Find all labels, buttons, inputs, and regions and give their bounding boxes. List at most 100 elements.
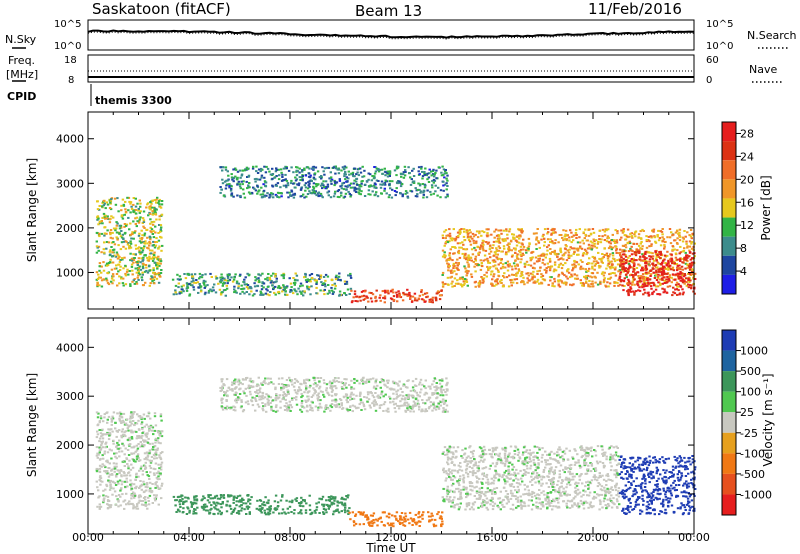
echo-cell	[493, 259, 496, 262]
echo-cell	[338, 290, 342, 293]
echo-cell	[327, 166, 331, 169]
echo-cell	[133, 282, 136, 285]
echo-cell	[225, 399, 228, 401]
echo-cell	[616, 232, 619, 235]
echo-cell	[654, 264, 658, 266]
echo-cell	[681, 281, 685, 284]
echo-cell	[429, 401, 432, 404]
echo-cell	[365, 180, 369, 183]
echo-cell	[388, 171, 392, 174]
echo-cell	[638, 281, 641, 284]
echo-cell	[158, 198, 161, 201]
echo-cell	[151, 426, 155, 429]
echo-cell	[154, 256, 157, 259]
echo-cell	[538, 269, 541, 272]
echo-cell	[340, 501, 344, 504]
echo-cell	[130, 452, 134, 455]
echo-cell	[501, 266, 505, 269]
echo-cell	[649, 255, 653, 258]
echo-cell	[154, 210, 157, 213]
echo-cell	[531, 276, 534, 279]
echo-cell	[527, 237, 531, 240]
echo-cell	[159, 463, 163, 466]
echo-cell	[439, 294, 443, 297]
echo-cell	[139, 500, 142, 502]
echo-cell	[306, 166, 310, 169]
echo-cell	[129, 259, 132, 262]
echo-cell	[379, 381, 382, 384]
echo-cell	[98, 421, 101, 424]
echo-cell	[671, 266, 675, 269]
echo-cell	[497, 271, 500, 273]
echo-cell	[136, 264, 139, 266]
echo-cell	[547, 244, 550, 247]
echo-cell	[332, 513, 335, 516]
echo-cell	[538, 257, 541, 260]
echo-cell	[325, 499, 328, 502]
echo-cell	[638, 249, 641, 252]
echo-cell	[505, 276, 509, 279]
echo-cell	[137, 460, 141, 462]
echo-cell	[330, 382, 334, 385]
echo-cell	[295, 500, 298, 502]
echo-cell	[497, 245, 501, 248]
echo-cell	[585, 281, 588, 284]
echo-cell	[468, 240, 472, 243]
echo-cell	[309, 293, 312, 296]
echo-cell	[118, 439, 121, 442]
echo-cell	[291, 499, 294, 502]
echo-cell	[503, 276, 506, 279]
echo-cell	[275, 508, 279, 511]
echo-cell	[295, 290, 298, 293]
echo-cell	[456, 267, 459, 270]
echo-cell	[151, 233, 154, 235]
echo-cell	[444, 241, 448, 243]
echo-cell	[591, 241, 594, 244]
echo-cell	[385, 192, 388, 195]
echo-cell	[106, 411, 109, 414]
echo-cell	[458, 233, 461, 235]
echo-cell	[332, 399, 335, 402]
echo-cell	[339, 399, 343, 402]
echo-cell	[109, 479, 112, 482]
echo-cell	[658, 293, 662, 296]
echo-cell	[393, 169, 397, 172]
echo-cell	[159, 473, 162, 476]
echo-cell	[125, 480, 128, 483]
echo-cell	[338, 178, 341, 181]
echo-cell	[380, 404, 383, 407]
echo-cell	[445, 182, 448, 185]
echo-cell	[375, 289, 378, 292]
echo-cell	[118, 429, 121, 432]
echo-cell	[248, 186, 251, 189]
echo-cell	[152, 244, 155, 246]
n-sky-label: N.Sky	[5, 33, 37, 46]
echo-cell	[342, 188, 346, 191]
echo-cell	[462, 280, 465, 283]
echo-cell	[160, 435, 164, 438]
echo-cell	[129, 202, 132, 205]
echo-cell	[427, 181, 431, 183]
echo-cell	[473, 246, 476, 249]
echo-cell	[191, 284, 194, 287]
echo-cell	[581, 284, 584, 287]
echo-cell	[101, 480, 104, 483]
echo-cell	[666, 266, 670, 269]
echo-cell	[662, 291, 665, 294]
echo-cell	[488, 267, 491, 270]
echo-cell	[585, 270, 588, 273]
echo-cell	[122, 284, 125, 287]
echo-cell	[433, 173, 436, 176]
echo-cell	[618, 275, 622, 278]
echo-cell	[619, 259, 622, 262]
echo-cell	[389, 187, 392, 190]
echo-cell	[118, 455, 121, 458]
echo-cell	[406, 293, 409, 296]
echo-cell	[149, 471, 152, 474]
echo-cell	[663, 282, 666, 284]
echo-cell	[306, 278, 309, 281]
echo-cell	[683, 274, 687, 277]
echo-cell	[234, 175, 237, 178]
echo-cell	[338, 196, 341, 199]
echo-cell	[686, 245, 689, 248]
